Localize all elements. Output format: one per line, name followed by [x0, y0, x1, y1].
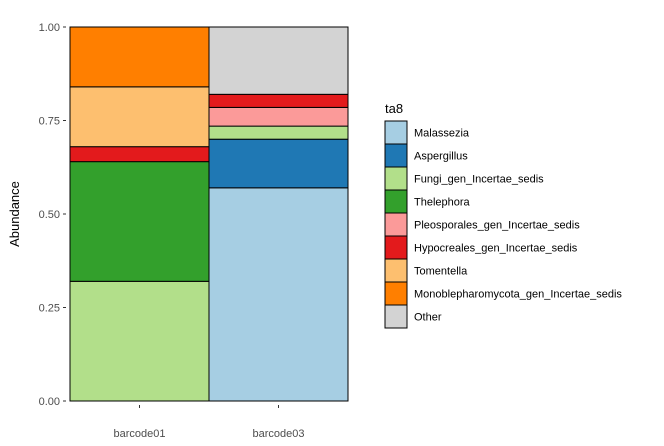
- y-tick-label: 0.75: [39, 116, 60, 128]
- legend-label: Thelephora: [414, 197, 471, 209]
- bar-segment: [69, 146, 210, 163]
- y-tick-label: 0.00: [39, 396, 60, 408]
- y-tick-label: 0.50: [39, 209, 60, 221]
- legend-label: Malassezia: [414, 128, 470, 140]
- legend-label: Other: [414, 312, 442, 324]
- legend-key: [384, 304, 408, 329]
- bar-segment: [208, 93, 349, 108]
- legend-key: [384, 120, 408, 145]
- legend-key: [384, 235, 408, 260]
- legend-key: [384, 143, 408, 168]
- legend-key: [384, 281, 408, 306]
- legend-key: [384, 189, 408, 214]
- legend-title: ta8: [385, 101, 403, 116]
- legend-label: Hypocreales_gen_Incertae_sedis: [414, 243, 578, 255]
- x-tick-label: barcode03: [253, 428, 305, 440]
- bar-segment: [69, 26, 210, 88]
- legend: ta8 Malassezia Aspergillus Fungi_gen_Incer…: [384, 101, 622, 329]
- legend-label: Fungi_gen_Incertae_sedis: [414, 174, 544, 186]
- legend-label: Pleosporales_gen_Incertae_sedis: [414, 220, 580, 232]
- legend-key: [384, 212, 408, 237]
- bar-segment: [69, 86, 210, 148]
- legend-key: [384, 258, 408, 283]
- bar-segment: [69, 280, 210, 402]
- legend-label: Monoblepharomycota_gen_Incertae_sedis: [414, 289, 622, 301]
- bar-segment: [208, 138, 349, 189]
- bar-segment: [208, 26, 349, 95]
- y-tick-label: 0.25: [39, 303, 60, 315]
- bar-segment: [208, 187, 349, 402]
- bar-segment: [69, 161, 210, 282]
- legend-key: [384, 166, 408, 191]
- y-axis-title: Abundance: [7, 181, 22, 247]
- x-tick-label: barcode01: [114, 428, 166, 440]
- bar-segment: [208, 106, 349, 127]
- legend-label: Aspergillus: [414, 151, 468, 163]
- legend-label: Tomentella: [414, 266, 468, 278]
- bar-segment: [208, 125, 349, 140]
- y-tick-label: 1.00: [39, 22, 60, 34]
- plot-area: 0.00 0.25 0.50 0.75 1.00 barcode01 barcode03: [39, 22, 349, 440]
